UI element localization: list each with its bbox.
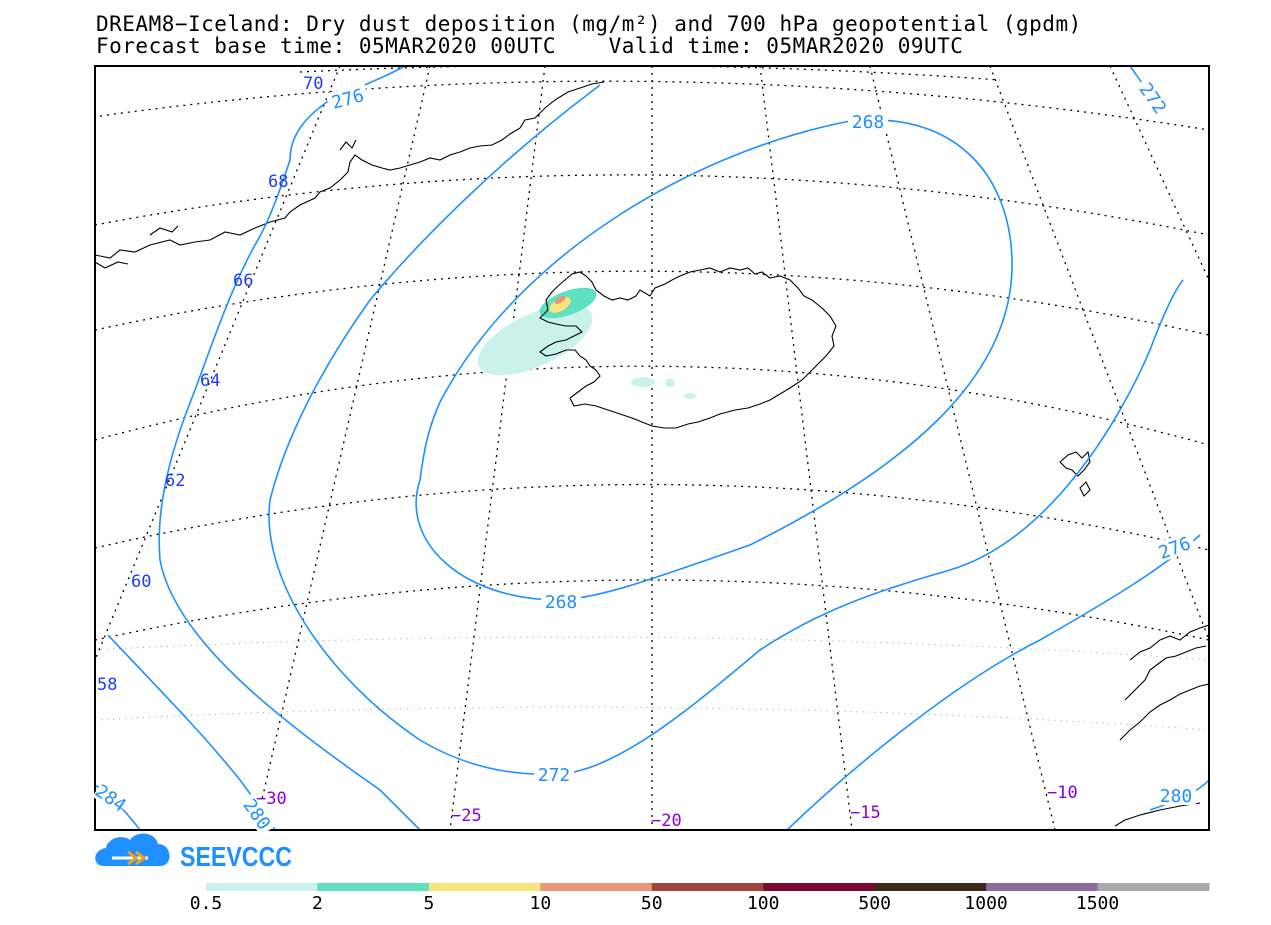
legend-swatch — [540, 883, 653, 891]
legend-color-bar — [206, 883, 1210, 891]
map-title: DREAM8−Iceland: Dry dust deposition (mg/… — [96, 12, 1082, 36]
latitude-labels: 70 68 66 64 62 60 58 — [97, 74, 323, 695]
dust-area-high — [549, 297, 571, 313]
contour-268 — [415, 119, 1013, 601]
legend-tick-label: 10 — [529, 893, 551, 914]
lon-grid-minus10 — [869, 66, 1056, 830]
lon-label-minus15: −15 — [850, 803, 881, 823]
legend-tick-labels: 0.5 2 5 10 50 100 500 1000 1500 — [190, 893, 1119, 914]
contour-276-se — [786, 534, 1201, 830]
legend-swatch — [763, 883, 876, 891]
legend-tick-label: 50 — [641, 893, 663, 914]
dust-area-peak — [554, 296, 566, 304]
iceland-coast — [539, 267, 837, 429]
map-frame — [94, 65, 1210, 831]
contour-label-276-nw: 276 — [329, 85, 366, 114]
contour-labels: 276 268 272 268 272 276 280 280 284 — [91, 75, 1197, 836]
legend-swatch — [874, 883, 987, 891]
logo-text: SEEVCCC — [180, 841, 292, 872]
contour-272-main — [268, 84, 1184, 776]
lat-grid-62 — [95, 365, 1209, 446]
legend-swatch — [1097, 883, 1210, 891]
contour-label-280-east: 280 — [1160, 786, 1193, 807]
contour-276-main — [158, 66, 421, 830]
lat-label-68: 68 — [268, 172, 288, 192]
map-body — [95, 66, 1209, 830]
contour-label-268-north: 268 — [852, 112, 885, 133]
longitude-grid — [95, 66, 1209, 830]
legend-tick-label: 1000 — [964, 893, 1007, 914]
legend-swatch — [986, 883, 1099, 891]
contour-label-268-south: 268 — [545, 592, 578, 613]
lon-label-minus30: −30 — [256, 789, 287, 809]
lat-label-60: 60 — [131, 572, 151, 592]
dust-deposition — [477, 287, 696, 399]
lon-grid-minus25 — [449, 66, 546, 830]
lon-label-minus20: −20 — [651, 811, 682, 831]
faroe-coast — [1059, 450, 1091, 477]
lat-label-70: 70 — [303, 74, 323, 94]
lon-label-minus25: −25 — [451, 806, 482, 826]
lat-grid-60 — [95, 483, 1209, 551]
legend-tick-label: 1500 — [1076, 893, 1119, 914]
legend-tick-label: 5 — [423, 893, 434, 914]
contour-label-276-se: 276 — [1156, 533, 1194, 564]
lat-grid-70 — [299, 66, 1001, 81]
geopotential-contours — [95, 66, 1209, 830]
legend-tick-label: 500 — [858, 893, 891, 914]
map-subtitle: Forecast base time: 05MAR2020 00UTC Vali… — [96, 34, 964, 58]
longitude-labels: −30 −25 −20 −15 −10 — [256, 783, 1078, 831]
cloud-icon — [95, 833, 170, 866]
coastlines — [95, 81, 1209, 827]
lat-grid-64 — [95, 270, 1209, 336]
lon-grid-minus35 — [95, 66, 341, 661]
seevccc-logo: SEEVCCC — [95, 833, 292, 872]
lat-grid-66 — [95, 174, 1209, 236]
lat-label-66: 66 — [233, 271, 253, 291]
lat-label-62: 62 — [165, 471, 185, 491]
legend-swatch — [651, 883, 764, 891]
legend-swatch — [428, 883, 541, 891]
lat-label-64: 64 — [200, 371, 220, 391]
dust-area-low — [477, 304, 593, 376]
legend-tick-label: 100 — [747, 893, 780, 914]
legend-swatch — [206, 883, 318, 891]
scandinavia-coast — [1129, 624, 1209, 661]
legend-tick-label: 0.5 — [190, 893, 223, 914]
lon-grid-0 — [1109, 66, 1209, 281]
color-legend: 0.5 2 5 10 50 100 500 1000 1500 — [190, 883, 1210, 914]
contour-label-272-south: 272 — [538, 765, 571, 786]
legend-swatch — [317, 883, 430, 891]
lat-grid-68 — [99, 80, 1209, 131]
lon-label-minus10: −10 — [1047, 783, 1078, 803]
lat-grid-58 — [95, 579, 1209, 641]
legend-tick-label: 2 — [312, 893, 323, 914]
lat-label-58: 58 — [97, 675, 117, 695]
greenland-coast — [95, 81, 605, 259]
